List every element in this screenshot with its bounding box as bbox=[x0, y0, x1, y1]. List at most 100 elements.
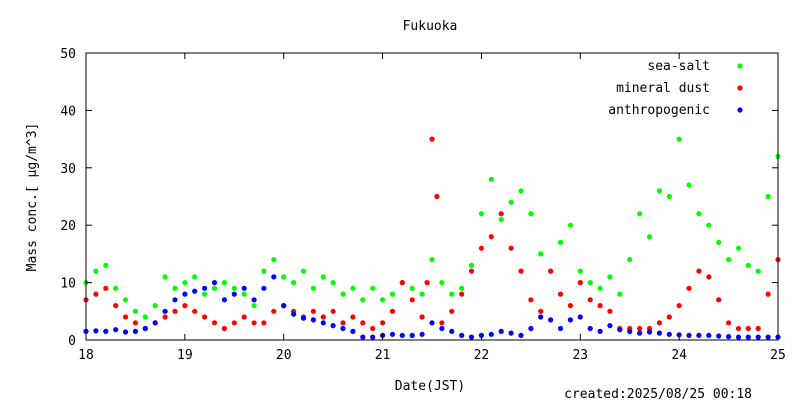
data-point bbox=[577, 268, 583, 274]
data-point bbox=[360, 320, 366, 326]
data-point bbox=[291, 311, 297, 317]
legend: sea-salt mineral dust anthropogenic bbox=[608, 59, 743, 118]
data-point bbox=[409, 297, 415, 303]
data-point bbox=[320, 314, 326, 320]
data-point bbox=[399, 280, 405, 286]
data-point bbox=[706, 222, 712, 228]
x-tick-label: 20 bbox=[276, 348, 292, 363]
data-point bbox=[666, 331, 672, 337]
data-point bbox=[211, 280, 218, 286]
data-point bbox=[765, 291, 771, 297]
data-point bbox=[192, 274, 198, 280]
data-point bbox=[132, 308, 138, 314]
data-point bbox=[508, 330, 514, 336]
data-point bbox=[498, 328, 504, 334]
data-point bbox=[508, 245, 514, 251]
data-point bbox=[696, 268, 702, 274]
data-point bbox=[389, 331, 396, 337]
data-point bbox=[113, 327, 119, 333]
data-point bbox=[172, 285, 178, 291]
y-tick-label: 40 bbox=[60, 104, 76, 119]
data-point bbox=[103, 328, 109, 334]
data-point bbox=[577, 314, 583, 320]
data-point bbox=[251, 297, 257, 303]
data-point bbox=[231, 285, 237, 291]
data-point bbox=[607, 323, 613, 329]
data-point bbox=[330, 308, 336, 314]
data-point bbox=[567, 222, 574, 228]
plot-frame bbox=[85, 52, 779, 341]
data-point bbox=[676, 136, 682, 142]
data-point bbox=[271, 308, 277, 314]
data-point bbox=[686, 332, 692, 338]
data-point bbox=[380, 297, 386, 303]
data-point bbox=[182, 303, 188, 309]
data-point bbox=[597, 328, 603, 334]
data-point bbox=[518, 268, 524, 274]
x-tick-label: 19 bbox=[177, 348, 193, 363]
data-point bbox=[557, 239, 564, 245]
data-point bbox=[567, 303, 574, 309]
data-point bbox=[696, 211, 702, 217]
data-point bbox=[281, 274, 287, 280]
data-point bbox=[607, 274, 613, 280]
x-tick-label: 22 bbox=[474, 348, 490, 363]
data-point bbox=[439, 320, 445, 326]
data-point bbox=[182, 280, 188, 286]
data-point bbox=[152, 320, 158, 326]
data-point bbox=[686, 285, 692, 291]
data-point bbox=[370, 334, 376, 340]
x-tick-label: 24 bbox=[671, 348, 687, 363]
data-point bbox=[409, 285, 415, 291]
data-point bbox=[538, 314, 544, 320]
data-point bbox=[548, 317, 554, 323]
data-point bbox=[360, 334, 366, 340]
data-point bbox=[142, 325, 148, 332]
data-point bbox=[735, 325, 742, 332]
data-point bbox=[666, 193, 672, 200]
data-point bbox=[261, 285, 267, 291]
data-point bbox=[716, 297, 722, 303]
x-tick-label: 21 bbox=[375, 348, 391, 363]
x-ticks: 18 19 20 21 22 23 24 25 bbox=[78, 53, 786, 363]
data-point bbox=[528, 211, 534, 217]
data-point bbox=[468, 268, 475, 274]
data-point bbox=[202, 285, 208, 291]
x-tick-label: 25 bbox=[770, 348, 786, 363]
data-point bbox=[172, 308, 178, 314]
data-point bbox=[251, 303, 257, 309]
data-point bbox=[587, 280, 593, 286]
data-point bbox=[113, 303, 119, 309]
data-point bbox=[340, 325, 346, 332]
data-point bbox=[706, 332, 712, 338]
data-point bbox=[271, 274, 277, 280]
data-point bbox=[726, 257, 732, 263]
data-point bbox=[202, 314, 208, 320]
data-point bbox=[122, 314, 129, 320]
data-point bbox=[142, 314, 148, 320]
data-point bbox=[93, 291, 99, 297]
data-point bbox=[310, 308, 316, 314]
x-tick-label: 23 bbox=[572, 348, 588, 363]
data-point bbox=[192, 308, 198, 314]
data-point bbox=[666, 314, 672, 320]
data-point bbox=[291, 280, 297, 286]
created-stamp: created:2025/08/25 00:18 bbox=[564, 387, 752, 400]
data-point bbox=[478, 211, 484, 217]
data-point bbox=[93, 268, 99, 274]
data-point bbox=[518, 332, 524, 338]
data-point bbox=[488, 176, 494, 182]
data-point bbox=[656, 188, 663, 194]
data-point bbox=[122, 297, 129, 303]
series-mineral-dust bbox=[83, 136, 781, 332]
data-point bbox=[755, 325, 761, 332]
data-point bbox=[508, 199, 514, 205]
data-point bbox=[241, 291, 247, 297]
data-point bbox=[300, 268, 307, 274]
data-point bbox=[350, 314, 356, 320]
data-point bbox=[350, 285, 356, 291]
data-point bbox=[310, 317, 316, 323]
legend-label: sea-salt bbox=[647, 59, 710, 74]
data-point bbox=[488, 331, 494, 337]
data-point bbox=[103, 285, 109, 291]
